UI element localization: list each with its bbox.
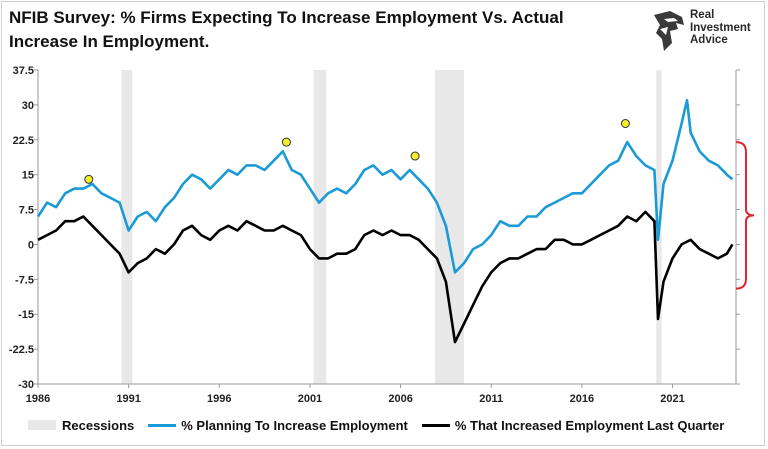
y-tick-label: -22.5	[9, 344, 34, 356]
eagle-head-icon	[654, 11, 684, 51]
x-tick-label: 2011	[479, 393, 503, 405]
recession-band-1	[313, 70, 327, 384]
recession-band-2	[435, 70, 465, 384]
y-tick-label: 30	[22, 100, 34, 112]
legend-swatch-recessions	[28, 420, 56, 430]
recession-bands	[121, 70, 662, 384]
peak-marker	[620, 118, 630, 128]
series-line-increased	[37, 210, 734, 344]
x-tick-label: 1986	[26, 393, 50, 405]
logo-line-1: Real	[690, 9, 715, 21]
y-tick-label: 22.5	[13, 135, 34, 147]
chart-title: NFIB Survey: % Firms Expecting To Increa…	[9, 8, 564, 51]
x-tick-label: 2001	[298, 393, 322, 405]
logo-line-3: Advice	[690, 34, 728, 46]
y-tick-label: 37.5	[13, 65, 34, 77]
x-tick-label: 1996	[207, 393, 231, 405]
y-tick-label: -7.5	[15, 274, 34, 286]
logo-text: Real Investment Advice	[690, 9, 751, 47]
legend-swatch-increased	[421, 423, 450, 427]
peak-markers	[84, 118, 630, 184]
peak-marker	[84, 174, 94, 184]
legend-swatch-planning	[148, 423, 177, 427]
peak-marker	[410, 151, 420, 161]
series-lines	[36, 98, 734, 344]
legend-item-increased: % That Increased Employment Last Quarter	[421, 417, 725, 433]
axes: 37.5 30 22.5 15 7.5 0 -7.5 -15 -22.5 -30 1986 1991 1…	[9, 65, 740, 405]
y-tick-label: -15	[18, 309, 34, 321]
legend-item-planning: % Planning To Increase Employment	[148, 418, 408, 433]
logo: Real Investment Advice	[650, 9, 760, 55]
y-tick-label: -30	[18, 379, 34, 391]
logo-line-2: Investment	[690, 21, 751, 34]
legend-label-increased: % That Increased Employment Last Quarter	[454, 417, 725, 433]
legend-label-planning: % Planning To Increase Employment	[181, 417, 408, 433]
series-line-planning	[36, 98, 734, 274]
red-bracket	[735, 141, 755, 290]
legend: Recessions % Planning To Increase Employ…	[28, 414, 738, 436]
legend-item-recessions: Recessions	[28, 418, 134, 433]
x-tick-label: 2021	[660, 393, 684, 405]
legend-label-recessions: Recessions	[62, 417, 135, 433]
bracket-annotation	[735, 141, 755, 290]
x-tick-label: 1991	[116, 393, 140, 405]
y-tick-label: 0	[28, 239, 34, 251]
peak-marker	[281, 137, 291, 147]
y-tick-label: 15	[22, 170, 34, 182]
x-tick-label: 2006	[388, 393, 412, 405]
x-tick-label: 2016	[570, 393, 594, 405]
y-tick-label: 7.5	[19, 205, 34, 217]
